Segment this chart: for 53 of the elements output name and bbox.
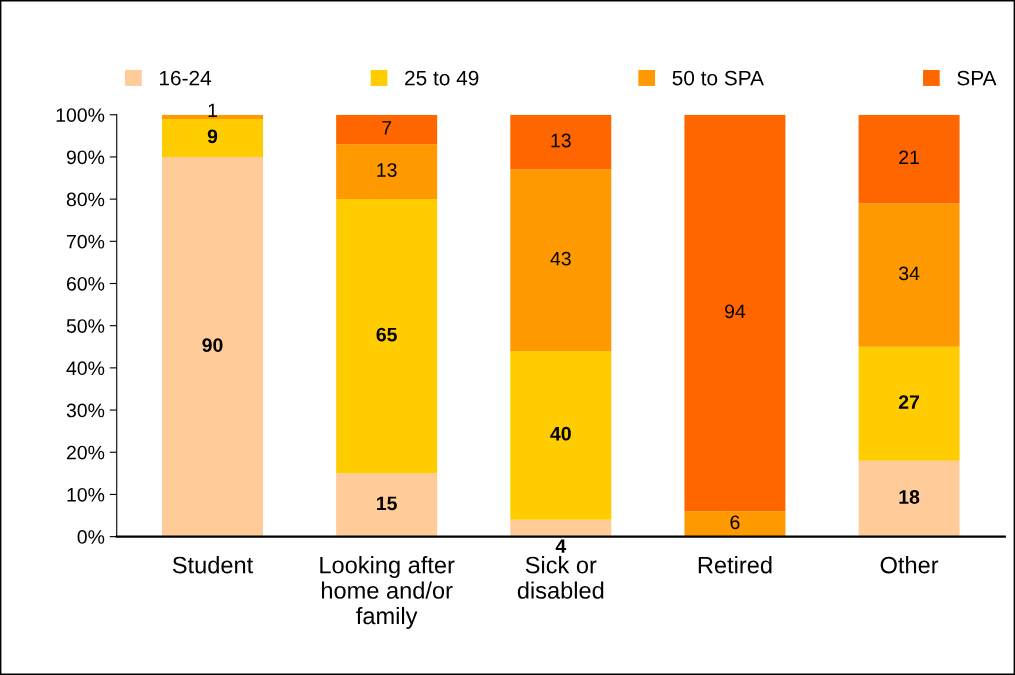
y-tick-label: 0% (77, 530, 105, 544)
bar (510, 351, 612, 520)
legend-label: 16-24 (159, 70, 212, 86)
data-label: 1 (208, 103, 217, 118)
bar (336, 199, 438, 474)
x-tick-label: Student (172, 556, 254, 574)
data-label: 90 (202, 338, 223, 352)
data-label: 34 (899, 266, 920, 281)
y-tick-label: 100% (56, 108, 105, 122)
x-tick-label: Sick or disabled (517, 556, 604, 599)
y-tick-label: 20% (66, 445, 105, 460)
data-label: 94 (725, 304, 746, 319)
data-label: 43 (550, 251, 571, 266)
y-tick-label: 30% (66, 403, 105, 418)
bar (858, 203, 960, 347)
bar (684, 511, 786, 537)
y-tick-label: 60% (66, 276, 105, 291)
legend-label: SPA (957, 70, 997, 86)
y-tick-label: 10% (67, 487, 105, 502)
bar (858, 346, 960, 461)
bar (510, 519, 612, 537)
bar (336, 473, 438, 537)
bar (684, 114, 786, 512)
y-tick-label: 40% (66, 361, 105, 376)
data-label: 40 (550, 426, 571, 441)
x-tick-label: Other (880, 556, 939, 574)
data-label: 27 (898, 395, 920, 409)
x-tick-label: Looking after home and/or family (320, 556, 455, 629)
bar (858, 460, 960, 537)
x-tick-label: Retired (698, 556, 772, 574)
data-label: 6 (730, 515, 740, 530)
data-label: 13 (551, 133, 571, 148)
legend-label: 50 to SPA (672, 70, 764, 86)
bar (858, 114, 960, 204)
bar (510, 169, 612, 351)
bar (510, 114, 612, 170)
data-label: 18 (899, 490, 920, 504)
data-label: 13 (377, 163, 397, 177)
data-label: 9 (207, 129, 218, 144)
y-tick-label: 90% (66, 150, 105, 165)
data-label: 21 (899, 150, 919, 165)
bar (336, 114, 438, 145)
data-label: 15 (377, 496, 397, 511)
data-label: 4 (555, 539, 567, 553)
legend-label: 25 to 49 (405, 70, 479, 86)
bar (162, 156, 263, 537)
y-tick-label: 50% (66, 319, 105, 333)
bar (336, 144, 438, 200)
y-tick-label: 70% (67, 234, 105, 249)
data-label: 65 (376, 327, 397, 342)
bar (162, 118, 263, 157)
data-label: 7 (382, 121, 392, 135)
y-tick-label: 80% (66, 192, 105, 207)
